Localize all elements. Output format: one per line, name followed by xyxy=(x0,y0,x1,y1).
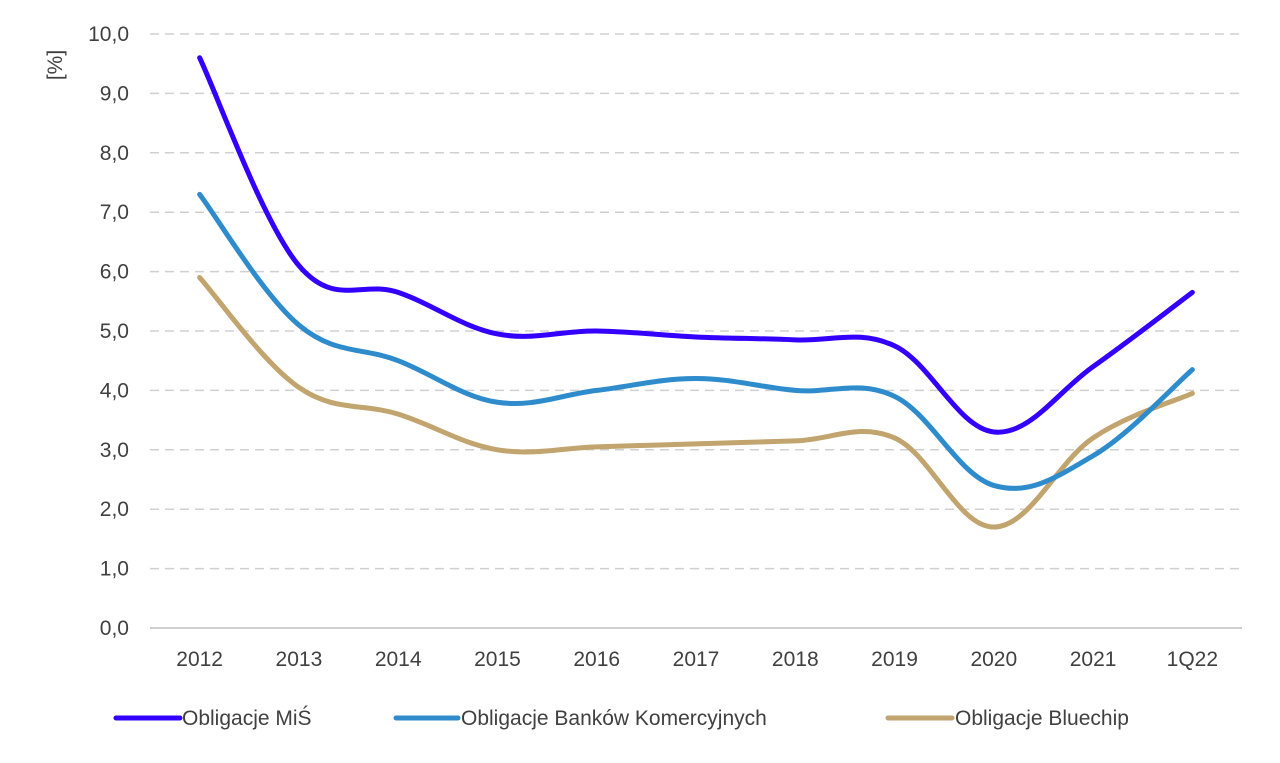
y-tick-label: 7,0 xyxy=(100,201,129,224)
series-line xyxy=(197,55,1195,435)
y-tick-label: 5,0 xyxy=(100,320,129,343)
y-tick-label: 8,0 xyxy=(100,142,129,165)
x-tick-label: 2020 xyxy=(970,648,1017,671)
y-tick-label: 4,0 xyxy=(100,379,129,402)
x-tick-label: 2014 xyxy=(375,648,422,671)
series-lines xyxy=(197,55,1195,530)
y-tick-label: 3,0 xyxy=(100,439,129,462)
x-tick-label: 2013 xyxy=(276,648,323,671)
legend-label: Obligacje Bluechip xyxy=(955,707,1129,730)
x-tick-label: 2021 xyxy=(1070,648,1117,671)
y-axis: 0,0 1,0 2,0 3,0 4,0 5,0 6,0 7,0 8,0 9,0 10,0 xyxy=(88,23,129,640)
gridlines xyxy=(150,33,1242,629)
x-tick-label: 1Q22 xyxy=(1167,648,1218,671)
series-line xyxy=(197,275,1195,530)
y-tick-label: 0,0 xyxy=(100,617,129,640)
y-tick-label: 6,0 xyxy=(100,261,129,284)
legend-label: Obligacje Banków Komercyjnych xyxy=(461,707,767,730)
y-tick-label: 10,0 xyxy=(88,23,129,46)
y-axis-label: [%] xyxy=(44,50,67,80)
x-axis: 2012 2013 2014 2015 2016 2017 2018 2019 2020 2021… xyxy=(176,648,1218,671)
y-tick-label: 2,0 xyxy=(100,498,129,521)
x-tick-label: 2016 xyxy=(573,648,620,671)
x-tick-label: 2012 xyxy=(176,648,223,671)
x-tick-label: 2017 xyxy=(673,648,720,671)
legend: Obligacje MiŚ Obligacje Banków Komercyjny… xyxy=(113,706,1129,730)
series-line xyxy=(197,191,1195,491)
x-tick-label: 2018 xyxy=(772,648,819,671)
x-tick-label: 2019 xyxy=(871,648,918,671)
x-tick-label: 2015 xyxy=(474,648,521,671)
y-tick-label: 1,0 xyxy=(100,558,129,581)
y-tick-label: 9,0 xyxy=(100,82,129,105)
legend-label: Obligacje MiŚ xyxy=(182,706,312,730)
